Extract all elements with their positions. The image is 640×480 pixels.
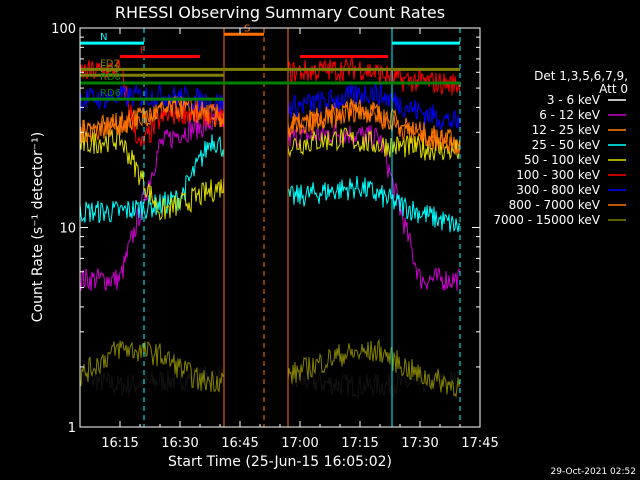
flag-label: F <box>140 45 146 56</box>
series-line <box>79 95 461 155</box>
legend-entry-label: 300 - 800 keV <box>516 183 600 197</box>
flag-label: S <box>244 23 250 34</box>
x-axis-ticks: 16:15 16:30 16:45 17:00 17:15 17:30 17:45 <box>101 28 499 451</box>
legend-title-line-2: Att 0 <box>599 82 628 96</box>
x-axis-label: Start Time (25-Jun-15 16:05:02) <box>168 454 392 470</box>
x-tick-label: 16:45 <box>221 436 258 451</box>
y-tick-label: 10 <box>59 222 76 237</box>
legend-entry-label: 800 - 7000 keV <box>509 198 601 212</box>
legend-title-line-1: Det 1,3,5,6,7,9, <box>534 69 628 83</box>
y-axis-ticks: 1 10 100 <box>51 22 480 436</box>
flag-label: RD0 <box>100 72 121 83</box>
timestamp: 29-Oct-2021 02:52 <box>551 467 636 477</box>
x-tick-label: 17:30 <box>401 436 438 451</box>
y-axis-label: Count Rate (s⁻¹ detector⁻¹) <box>30 132 46 322</box>
legend-entry-label: 6 - 12 keV <box>539 108 601 122</box>
x-tick-label: 16:15 <box>101 436 138 451</box>
series-line <box>79 338 461 399</box>
legend-entry-label: 100 - 300 keV <box>516 168 600 182</box>
y-tick-label: 100 <box>51 22 76 37</box>
x-tick-label: 17:15 <box>341 436 378 451</box>
legend-entry-label: 7000 - 15000 keV <box>493 213 600 227</box>
flag-label: FD3 <box>100 64 120 75</box>
y-tick-label: 1 <box>68 421 76 436</box>
series-line <box>79 126 461 221</box>
chart-title: RHESSI Observing Summary Count Rates <box>115 3 445 22</box>
legend-entry-label: 3 - 6 keV <box>547 93 601 107</box>
legend-entry-label: 25 - 50 keV <box>532 138 601 152</box>
series-line <box>79 110 461 292</box>
series-line <box>79 134 461 233</box>
x-tick-label: 17:45 <box>461 436 498 451</box>
legend-entry-label: 12 - 25 keV <box>532 123 601 137</box>
flag-label: RD6 <box>100 88 121 99</box>
x-tick-label: 17:00 <box>281 436 318 451</box>
legend-entry-label: 50 - 100 keV <box>524 153 601 167</box>
x-tick-label: 16:30 <box>161 436 198 451</box>
flag-label: N <box>100 32 107 43</box>
flag-label: FD2 <box>100 58 120 69</box>
